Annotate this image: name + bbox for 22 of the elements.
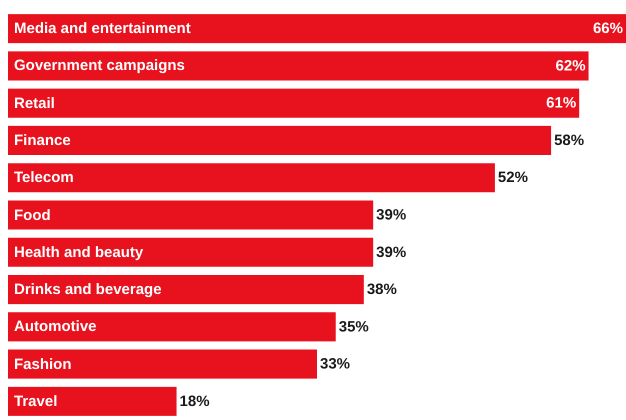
y-tick-label: Retail: [14, 95, 55, 112]
data-label: 35%: [338, 318, 369, 336]
y-tick-label: Telecom: [14, 169, 74, 186]
y-tick-label: Automotive: [14, 318, 96, 335]
data-label: 39%: [376, 244, 406, 261]
y-tick-label: Travel: [14, 393, 58, 410]
y-tick-label: Health and beauty: [14, 244, 144, 261]
y-tick-label: Finance: [14, 132, 71, 149]
data-label: 18%: [180, 392, 210, 410]
y-tick-label: Media and entertainment: [14, 20, 191, 37]
data-label: 52%: [498, 169, 528, 186]
data-label: 62%: [556, 57, 586, 74]
data-label: 66%: [592, 20, 623, 38]
y-tick-label: Food: [14, 207, 51, 224]
data-label: 39%: [376, 206, 406, 224]
y-tick-label: Fashion: [14, 356, 72, 373]
data-label: 61%: [546, 94, 576, 112]
data-label: 38%: [366, 281, 397, 298]
y-tick-label: Government campaigns: [14, 57, 185, 74]
y-tick-label: Drinks and beverage: [14, 281, 162, 298]
data-label: 58%: [554, 132, 584, 149]
data-label: 33%: [320, 356, 350, 373]
